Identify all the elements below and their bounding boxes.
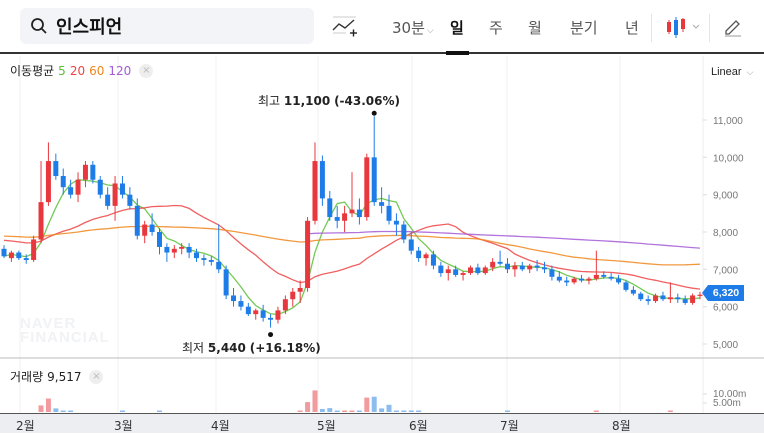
chevron-down-icon: ⌵ <box>746 67 754 77</box>
period-30min[interactable]: 30분 ⌵ <box>392 19 434 37</box>
svg-text:9,000: 9,000 <box>713 191 738 202</box>
watermark: NAVER FINANCIAL <box>20 315 110 346</box>
svg-text:10,000: 10,000 <box>713 153 744 164</box>
ma-5: 5 <box>58 63 66 78</box>
ma-20: 20 <box>69 63 86 78</box>
ma-label: 이동평균 <box>10 64 55 78</box>
scale-selector[interactable]: Linear ⌵ <box>711 66 754 78</box>
period-quarter[interactable]: 분기 <box>570 19 598 37</box>
svg-text:5,000: 5,000 <box>713 340 738 351</box>
low-annotation: 최저 5,440 (+16.18%) <box>182 341 321 355</box>
high-annotation: 최고 11,100 (-43.06%) <box>258 94 400 108</box>
ma-120: 120 <box>108 63 132 78</box>
svg-text:6,000: 6,000 <box>713 303 738 314</box>
period-day[interactable]: 일 <box>450 19 464 37</box>
period-week[interactable]: 주 <box>489 19 503 37</box>
price-chart[interactable]: 5,000 6,000 7,000 8,000 9,000 10,000 11,000 10.… <box>0 56 764 433</box>
divider <box>709 14 710 42</box>
current-price-tag: 6,320 <box>702 285 744 301</box>
moving-average-legend[interactable]: 이동평균 5 20 60 120 × <box>10 62 154 79</box>
pencil-icon[interactable] <box>722 16 744 38</box>
close-icon[interactable]: × <box>139 63 154 78</box>
svg-text:5.00m: 5.00m <box>713 398 741 409</box>
volume-value: 9,517 <box>47 369 82 384</box>
period-year[interactable]: 년 <box>625 19 639 37</box>
candle-type-icon[interactable] <box>664 14 704 40</box>
top-toolbar: 인스피언 30분 ⌵ 일 주 월 분기 년 <box>0 0 764 55</box>
svg-text:11,000: 11,000 <box>713 116 743 127</box>
ma-60: 60 <box>89 63 105 78</box>
close-icon[interactable]: × <box>89 369 104 384</box>
svg-text:7,000: 7,000 <box>713 265 738 276</box>
active-period-indicator <box>446 51 469 55</box>
svg-text:8,000: 8,000 <box>713 228 738 239</box>
volume-legend[interactable]: 거래량 9,517 × <box>10 368 104 385</box>
chevron-down-icon: ⌵ <box>426 26 434 36</box>
svg-text:10.00m: 10.00m <box>713 389 746 400</box>
stock-name[interactable]: 인스피언 <box>56 17 123 38</box>
search-icon <box>31 18 47 34</box>
x-axis: 2월 3월 4월 5월 6월 7월 8월 <box>0 413 764 433</box>
search-box[interactable]: 인스피언 <box>20 8 314 44</box>
add-indicator-icon[interactable] <box>332 16 358 38</box>
period-month[interactable]: 월 <box>528 19 542 37</box>
divider <box>651 14 652 42</box>
